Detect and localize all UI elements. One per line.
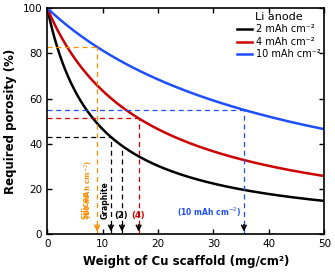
10 mAh cm⁻² [314,126,318,129]
2 mAh cm⁻² [180,173,184,177]
Text: (10 mAh cm$^{-2}$): (10 mAh cm$^{-2}$) [177,205,241,219]
2 mAh cm⁻² [173,171,177,174]
Text: (4): (4) [131,211,145,220]
X-axis label: Weight of Cu scaffold (mg/cm²): Weight of Cu scaffold (mg/cm²) [82,255,289,268]
10 mAh cm⁻² [45,7,49,10]
2 mAh cm⁻² [45,7,49,10]
10 mAh cm⁻² [322,128,326,131]
4 mAh cm⁻² [314,173,318,176]
Legend: 2 mAh cm⁻², 4 mAh cm⁻², 10 mAh cm⁻²: 2 mAh cm⁻², 4 mAh cm⁻², 10 mAh cm⁻² [236,11,321,60]
Line: 2 mAh cm⁻²: 2 mAh cm⁻² [47,8,324,201]
2 mAh cm⁻² [314,198,318,202]
Line: 4 mAh cm⁻²: 4 mAh cm⁻² [47,8,324,176]
10 mAh cm⁻² [314,126,318,129]
Text: (2): (2) [114,211,128,220]
10 mAh cm⁻² [59,19,63,22]
Y-axis label: Required porosity (%): Required porosity (%) [4,49,17,194]
Line: 10 mAh cm⁻²: 10 mAh cm⁻² [47,8,324,129]
4 mAh cm⁻² [180,138,184,142]
4 mAh cm⁻² [59,35,63,39]
4 mAh cm⁻² [263,163,267,167]
Text: Silicon: Silicon [81,190,90,219]
Text: (10 mAh cm$^{-2}$): (10 mAh cm$^{-2}$) [83,160,95,219]
2 mAh cm⁻² [314,198,318,202]
4 mAh cm⁻² [45,7,49,10]
Text: Graphite: Graphite [100,181,109,219]
10 mAh cm⁻² [173,85,177,88]
2 mAh cm⁻² [59,58,63,61]
2 mAh cm⁻² [263,192,267,195]
4 mAh cm⁻² [314,173,318,176]
10 mAh cm⁻² [180,88,184,91]
4 mAh cm⁻² [173,135,177,139]
10 mAh cm⁻² [263,114,267,117]
4 mAh cm⁻² [322,174,326,178]
2 mAh cm⁻² [322,199,326,203]
